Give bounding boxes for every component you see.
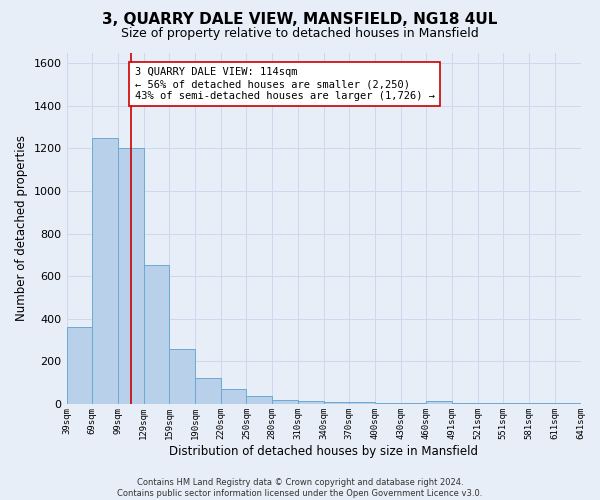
Bar — [118, 148, 143, 404]
Text: Size of property relative to detached houses in Mansfield: Size of property relative to detached ho… — [121, 28, 479, 40]
Bar — [349, 402, 375, 404]
Bar — [169, 348, 195, 404]
Y-axis label: Number of detached properties: Number of detached properties — [15, 135, 28, 321]
Bar — [247, 396, 272, 404]
Bar — [529, 403, 555, 404]
Bar — [221, 389, 247, 404]
Bar — [401, 403, 427, 404]
Bar — [478, 403, 503, 404]
Bar — [298, 400, 323, 404]
Bar — [452, 403, 478, 404]
Text: Contains HM Land Registry data © Crown copyright and database right 2024.
Contai: Contains HM Land Registry data © Crown c… — [118, 478, 482, 498]
Bar — [143, 266, 169, 404]
Bar — [92, 138, 118, 404]
X-axis label: Distribution of detached houses by size in Mansfield: Distribution of detached houses by size … — [169, 444, 478, 458]
Bar — [272, 400, 298, 404]
Bar — [67, 327, 92, 404]
Bar — [427, 400, 452, 404]
Bar — [195, 378, 221, 404]
Text: 3, QUARRY DALE VIEW, MANSFIELD, NG18 4UL: 3, QUARRY DALE VIEW, MANSFIELD, NG18 4UL — [103, 12, 497, 28]
Bar — [323, 402, 349, 404]
Bar — [503, 403, 529, 404]
Text: 3 QUARRY DALE VIEW: 114sqm
← 56% of detached houses are smaller (2,250)
43% of s: 3 QUARRY DALE VIEW: 114sqm ← 56% of deta… — [134, 68, 434, 100]
Bar — [375, 402, 401, 404]
Bar — [555, 403, 580, 404]
